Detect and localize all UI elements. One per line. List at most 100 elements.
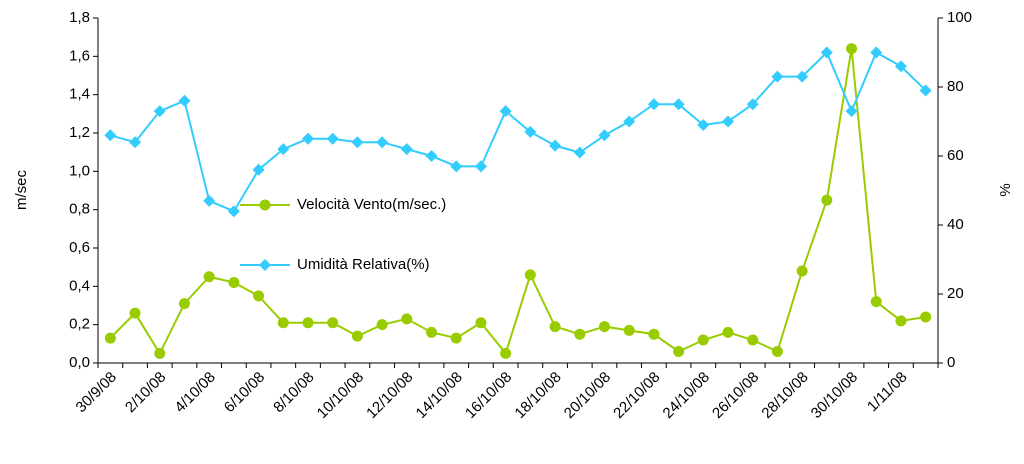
- data-point: [796, 70, 809, 83]
- data-point: [203, 271, 215, 283]
- data-point: [376, 136, 389, 149]
- data-point: [351, 136, 364, 149]
- y-tick-label: 1,2: [69, 124, 90, 141]
- data-point: [894, 60, 907, 73]
- legend-label: Velocità Vento(m/sec.): [297, 196, 446, 213]
- data-point: [474, 160, 487, 173]
- data-point: [104, 332, 116, 344]
- legend-label: Umidità Relativa(%): [297, 256, 430, 273]
- data-point: [524, 269, 536, 281]
- y2-tick-label: 40: [947, 216, 964, 233]
- y2-tick-label: 80: [947, 78, 964, 95]
- data-point: [153, 105, 166, 118]
- data-point: [771, 70, 784, 83]
- y-tick-label: 0,0: [69, 354, 90, 371]
- x-tick-label: 16/10/08: [462, 369, 515, 422]
- data-point: [401, 313, 413, 325]
- data-point: [302, 317, 314, 329]
- x-tick-label: 24/10/08: [660, 369, 713, 422]
- legend-marker: [259, 259, 271, 271]
- data-point: [623, 115, 636, 128]
- x-tick-label: 22/10/08: [610, 369, 663, 422]
- data-point: [870, 46, 883, 59]
- x-tick-label: 30/9/08: [73, 369, 120, 416]
- y-tick-label: 1,6: [69, 47, 90, 64]
- y-tick-label: 0,4: [69, 277, 90, 294]
- data-point: [178, 298, 190, 310]
- data-point: [426, 326, 438, 338]
- data-point: [178, 94, 191, 107]
- x-tick-label: 18/10/08: [511, 369, 564, 422]
- data-point: [672, 98, 685, 111]
- data-point: [673, 346, 685, 357]
- data-point: [746, 98, 759, 111]
- data-point: [277, 143, 290, 156]
- y-tick-label: 0,2: [69, 316, 90, 333]
- x-tick-label: 14/10/08: [413, 369, 466, 422]
- y2-tick-label: 20: [947, 285, 964, 302]
- data-point: [475, 317, 487, 329]
- series-line: [110, 50, 927, 213]
- data-point: [549, 321, 561, 333]
- data-point: [647, 98, 660, 111]
- series-line: [109, 48, 926, 356]
- y-tick-label: 0,8: [69, 201, 90, 218]
- x-tick-label: 10/10/08: [314, 369, 367, 422]
- data-point: [573, 146, 586, 159]
- x-tick-label: 6/10/08: [221, 369, 268, 416]
- y2-axis-label: %: [997, 183, 1014, 196]
- x-tick-label: 8/10/08: [270, 369, 317, 416]
- data-point: [253, 290, 265, 302]
- x-tick-label: 26/10/08: [709, 369, 762, 422]
- data-point: [549, 139, 562, 152]
- data-point: [203, 194, 216, 207]
- data-point: [425, 150, 438, 162]
- data-point: [722, 326, 734, 338]
- data-point: [228, 277, 240, 288]
- data-point: [500, 347, 512, 359]
- data-point: [919, 84, 932, 97]
- data-point: [598, 129, 611, 142]
- x-tick-label: 4/10/08: [171, 369, 218, 416]
- data-point: [598, 321, 610, 333]
- data-point: [623, 324, 635, 336]
- x-tick-label: 2/10/08: [122, 369, 169, 416]
- legend-marker: [259, 199, 271, 211]
- data-point: [129, 136, 142, 149]
- data-point: [351, 330, 363, 342]
- data-point: [499, 105, 512, 118]
- data-point: [252, 163, 265, 176]
- data-point: [870, 296, 882, 308]
- x-tick-label: 20/10/08: [561, 369, 614, 422]
- y-tick-label: 1,8: [69, 9, 90, 26]
- x-tick-label: 12/10/08: [363, 369, 416, 422]
- data-point: [154, 347, 166, 359]
- y-axis-label: m/sec: [13, 170, 30, 211]
- data-point: [920, 311, 932, 323]
- x-tick-label: 28/10/08: [758, 369, 811, 422]
- data-point: [895, 315, 907, 327]
- data-point: [327, 317, 339, 329]
- data-point: [574, 328, 586, 340]
- data-point: [104, 129, 117, 142]
- data-point: [722, 115, 734, 128]
- data-point: [796, 265, 808, 277]
- y2-tick-label: 100: [947, 9, 972, 26]
- y2-tick-label: 0: [947, 354, 955, 371]
- x-tick-label: 30/10/08: [808, 369, 861, 422]
- x-tick-label: 1/11/08: [864, 369, 911, 416]
- data-point: [845, 105, 858, 118]
- data-point: [771, 346, 783, 357]
- data-point: [747, 334, 759, 346]
- data-point: [227, 205, 240, 218]
- data-point: [277, 317, 289, 329]
- data-point: [697, 118, 710, 131]
- data-point: [450, 332, 462, 344]
- data-point: [302, 132, 314, 145]
- data-point: [648, 328, 660, 340]
- y2-tick-label: 60: [947, 147, 964, 164]
- data-point: [450, 160, 463, 173]
- data-point: [524, 125, 537, 138]
